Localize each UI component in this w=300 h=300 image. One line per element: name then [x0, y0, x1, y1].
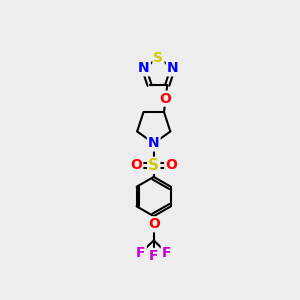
Text: O: O — [165, 158, 177, 172]
Text: N: N — [138, 61, 150, 75]
Text: O: O — [130, 158, 142, 172]
Text: F: F — [162, 246, 171, 260]
Text: O: O — [148, 217, 160, 231]
Text: N: N — [167, 61, 178, 75]
Text: N: N — [148, 136, 160, 150]
Text: O: O — [160, 92, 172, 106]
Text: F: F — [136, 246, 146, 260]
Text: S: S — [153, 51, 164, 65]
Text: S: S — [148, 158, 159, 173]
Text: F: F — [149, 249, 158, 263]
